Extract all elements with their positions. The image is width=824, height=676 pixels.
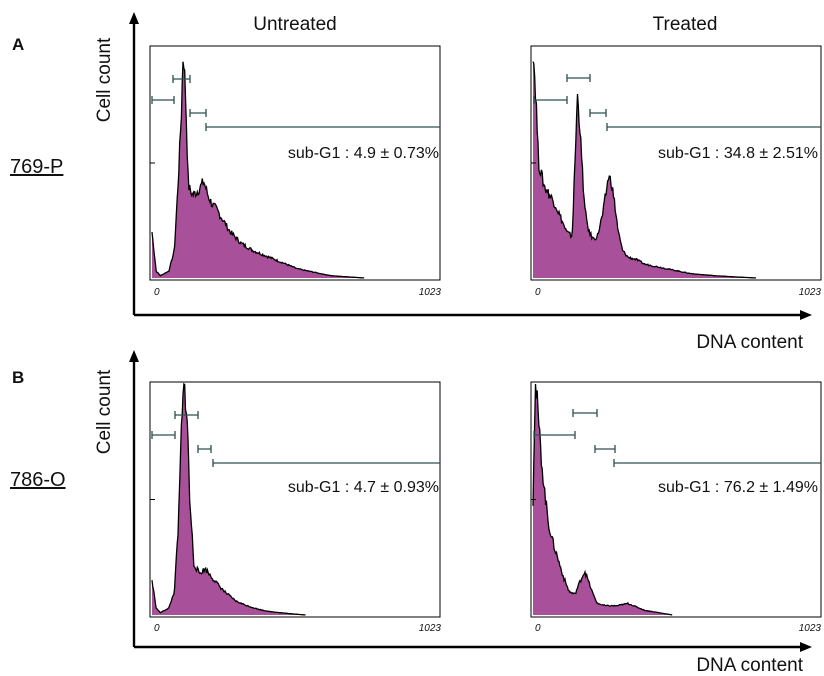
- panel-letter-a: A: [12, 35, 24, 54]
- x-axis-label-b: DNA content: [696, 655, 803, 676]
- sub-g1-label: sub-G1 : 4.9 ± 0.73%: [288, 145, 439, 162]
- x-tick-1023: 1023: [419, 287, 442, 298]
- sub-g1-label: sub-G1 : 4.7 ± 0.93%: [288, 479, 439, 496]
- x-tick-1023: 1023: [419, 623, 442, 634]
- sub-g1-label: sub-G1 : 34.8 ± 2.51%: [658, 145, 818, 162]
- histogram-769p-treated: sub-G1 : 34.8 ± 2.51% 0 1023: [530, 45, 822, 298]
- y-axis-label-a: Cell count: [94, 37, 115, 122]
- x-axis-label-a: DNA content: [696, 332, 803, 353]
- histogram-area: [533, 384, 673, 615]
- histogram-area: [152, 384, 306, 615]
- gate-markers: [533, 74, 821, 131]
- column-header-treated: Treated: [653, 14, 718, 35]
- histogram-area: [152, 61, 365, 279]
- histogram-line: [151, 61, 365, 279]
- x-arrowhead-a: [800, 310, 812, 320]
- gate-markers: [151, 75, 440, 131]
- x-arrowhead-b: [800, 642, 812, 652]
- axis-arrows-a: [132, 22, 802, 317]
- cell-line-label-786o: 786-O: [10, 469, 66, 491]
- column-header-untreated: Untreated: [253, 14, 336, 35]
- plot-frame: [530, 381, 822, 618]
- y-arrowhead-a: [129, 12, 139, 24]
- histogram-line: [151, 382, 306, 616]
- cell-line-label-769p: 769-P: [10, 156, 63, 178]
- histogram-786o-untreated: sub-G1 : 4.7 ± 0.93% 0 1023: [149, 381, 442, 634]
- panel-letter-b: B: [12, 368, 24, 387]
- x-tick-0: 0: [535, 623, 541, 634]
- histogram-786o-treated: sub-G1 : 76.2 ± 1.49% 0 1023: [530, 381, 822, 634]
- histogram-line: [532, 61, 757, 279]
- y-axis-label-b: Cell count: [94, 369, 115, 454]
- x-tick-0: 0: [154, 287, 160, 298]
- histogram-area: [533, 61, 757, 278]
- x-tick-1023: 1023: [799, 623, 822, 634]
- x-tick-0: 0: [154, 623, 160, 634]
- histogram-line: [532, 383, 673, 616]
- gate-markers: [151, 411, 440, 467]
- x-tick-1023: 1023: [799, 287, 822, 298]
- sub-g1-label: sub-G1 : 76.2 ± 1.49%: [658, 479, 818, 496]
- x-tick-0: 0: [535, 287, 541, 298]
- histogram-769p-untreated: sub-G1 : 4.9 ± 0.73% 0 1023: [149, 45, 442, 298]
- y-arrowhead-b: [129, 350, 139, 362]
- gate-markers: [533, 409, 821, 467]
- axis-arrows-b: [132, 360, 802, 649]
